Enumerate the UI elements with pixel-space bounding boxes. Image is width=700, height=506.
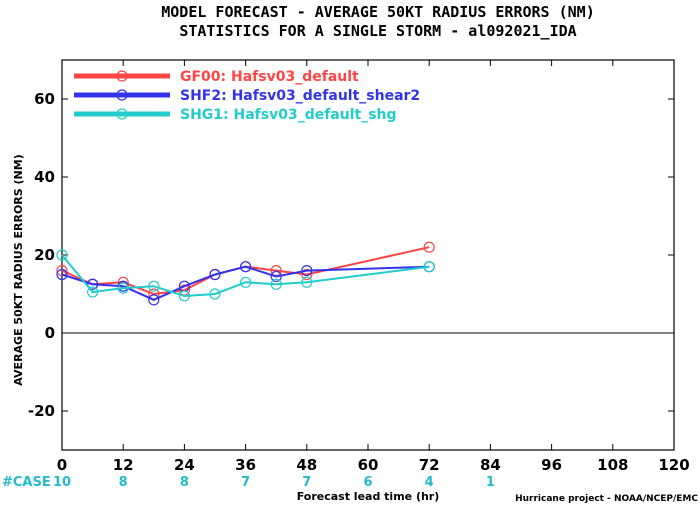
x-tick-label: 96 bbox=[541, 456, 562, 474]
y-tick-label: 60 bbox=[34, 90, 55, 108]
case-label: #CASE bbox=[2, 475, 51, 490]
x-tick-label: 84 bbox=[480, 456, 501, 474]
legend-item: SHF2: Hafsv03_default_shear2 bbox=[74, 88, 420, 104]
data-point bbox=[148, 280, 160, 292]
data-point bbox=[301, 268, 313, 281]
series-1 bbox=[56, 241, 435, 300]
y-tick-label: 20 bbox=[34, 246, 55, 264]
case-count: 6 bbox=[363, 475, 372, 490]
data-point bbox=[423, 261, 435, 273]
legend-marker bbox=[116, 89, 128, 101]
y-axis-ticks: -20 0 20 40 60 bbox=[28, 90, 674, 420]
data-point bbox=[56, 265, 68, 277]
data-point bbox=[240, 276, 252, 288]
legend-item: SHG1: Hafsv03_default_shg bbox=[74, 107, 397, 123]
legend-label: SHG1: Hafsv03_default_shg bbox=[180, 107, 397, 123]
x-axis-label: Forecast lead time (hr) bbox=[297, 490, 440, 503]
data-point bbox=[117, 282, 129, 294]
data-point bbox=[56, 268, 68, 281]
x-tick-label: 36 bbox=[235, 456, 256, 474]
legend-marker bbox=[116, 70, 128, 82]
legend: GF00: Hafsv03_default SHF2: Hafsv03_defau… bbox=[74, 69, 420, 123]
case-count: 8 bbox=[119, 475, 128, 490]
series-line bbox=[61, 254, 430, 297]
y-tick-label: -20 bbox=[28, 402, 55, 420]
x-tick-label: 60 bbox=[358, 456, 379, 474]
series-3 bbox=[56, 249, 435, 302]
data-point bbox=[209, 288, 221, 300]
y-tick-label: 40 bbox=[34, 168, 55, 186]
x-tick-label: 0 bbox=[57, 456, 67, 474]
case-counts: #CASE 10 8 8 7 7 6 4 1 bbox=[2, 475, 495, 490]
legend-label: GF00: Hafsv03_default bbox=[180, 69, 359, 85]
data-point bbox=[423, 241, 435, 253]
credit-text: Hurricane project - NOAA/NCEP/EMC bbox=[515, 494, 698, 504]
data-point bbox=[148, 294, 160, 306]
case-count: 4 bbox=[425, 475, 434, 490]
legend-marker bbox=[116, 108, 128, 120]
case-count: 1 bbox=[486, 475, 495, 490]
data-point bbox=[178, 290, 190, 302]
y-tick-label: 0 bbox=[45, 324, 55, 342]
x-tick-label: 48 bbox=[296, 456, 317, 474]
data-point bbox=[86, 278, 99, 290]
x-tick-label: 12 bbox=[113, 456, 134, 474]
data-point bbox=[56, 249, 68, 261]
series-lines bbox=[56, 241, 435, 306]
data-point bbox=[301, 276, 313, 288]
data-point bbox=[240, 261, 252, 273]
data-point bbox=[209, 268, 221, 281]
data-point bbox=[270, 270, 282, 283]
case-count: 7 bbox=[241, 475, 250, 490]
data-point bbox=[301, 265, 313, 277]
x-tick-label: 120 bbox=[658, 456, 689, 474]
legend-label: SHF2: Hafsv03_default_shear2 bbox=[180, 88, 420, 104]
data-point bbox=[270, 278, 282, 290]
y-axis-label: AVERAGE 50KT RADIUS ERRORS (NM) bbox=[12, 154, 25, 385]
series-line bbox=[61, 265, 430, 301]
x-tick-label: 72 bbox=[419, 456, 440, 474]
x-axis-ticks: 0 12 24 36 48 60 72 84 96 108 120 bbox=[57, 60, 690, 474]
chart-subtitle: STATISTICS FOR A SINGLE STORM - al092021… bbox=[179, 22, 576, 40]
case-count: 8 bbox=[180, 475, 189, 490]
legend-item: GF00: Hafsv03_default bbox=[74, 69, 359, 85]
case-count: 7 bbox=[302, 475, 311, 490]
x-tick-label: 24 bbox=[174, 456, 195, 474]
chart-title: MODEL FORECAST - AVERAGE 50KT RADIUS ERR… bbox=[161, 3, 594, 21]
x-tick-label: 108 bbox=[597, 456, 628, 474]
data-point bbox=[86, 286, 99, 298]
case-count: 10 bbox=[53, 475, 71, 490]
